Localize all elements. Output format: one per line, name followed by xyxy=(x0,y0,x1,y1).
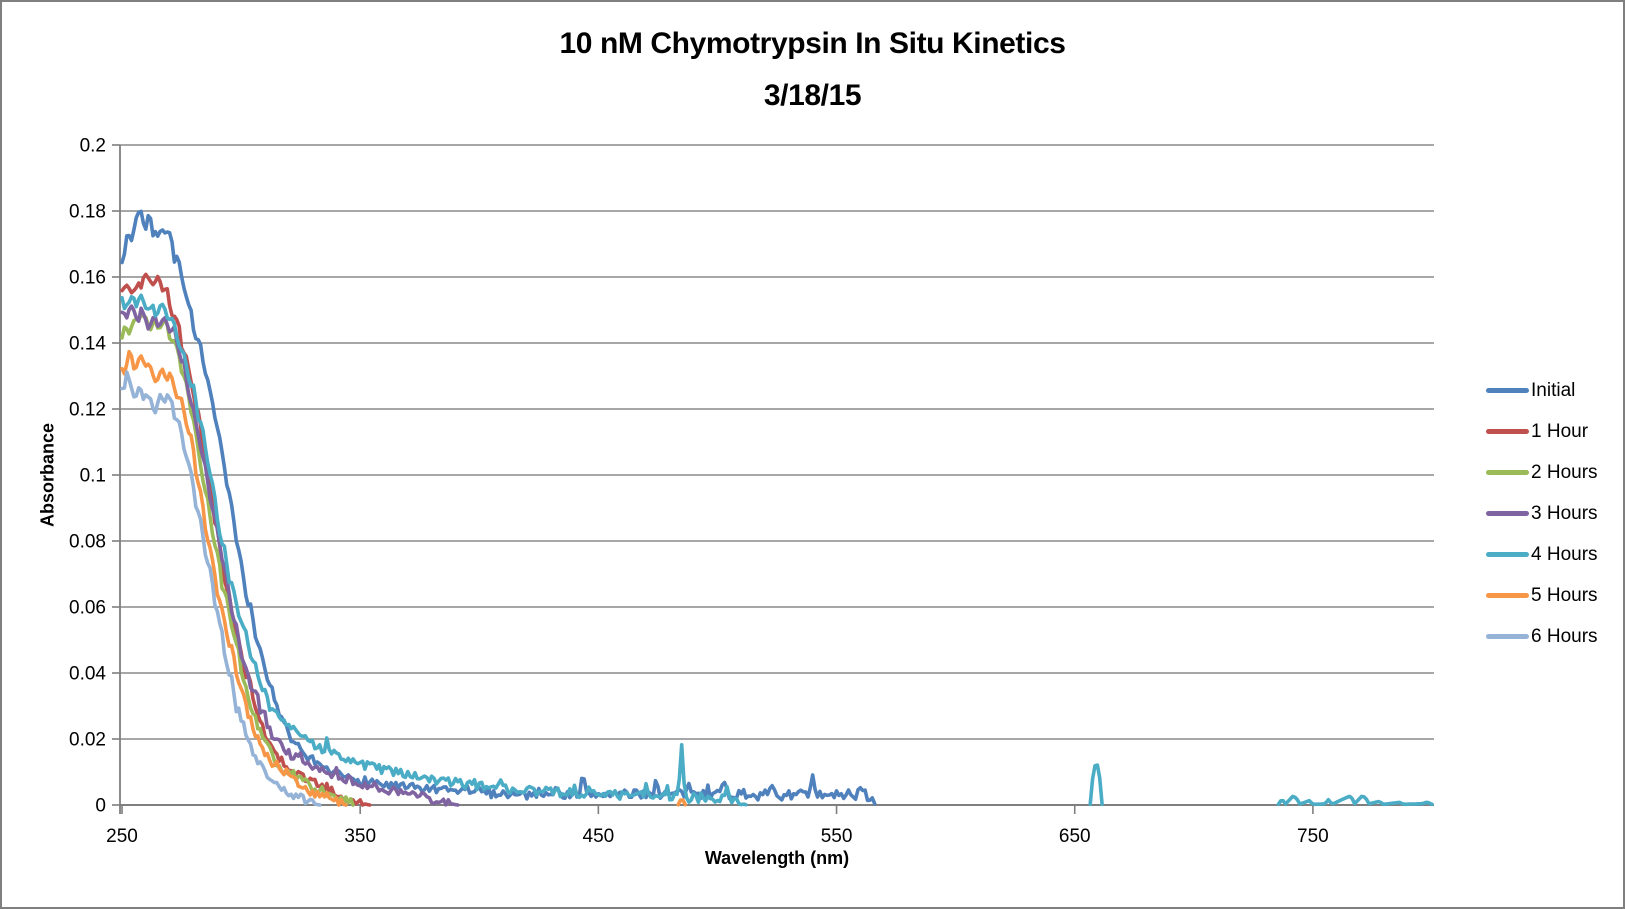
x-tick-label: 650 xyxy=(1059,826,1091,847)
y-tick-label: 0.18 xyxy=(69,202,106,223)
y-tick-label: 0.1 xyxy=(80,466,106,487)
legend-label: 1 Hour xyxy=(1531,421,1589,442)
series-line-initial xyxy=(120,209,877,806)
y-tick-label: 0.04 xyxy=(69,664,106,685)
series-line-1-hour xyxy=(120,272,372,807)
legend-item: 2 Hours xyxy=(1486,452,1598,493)
legend-label: 4 Hours xyxy=(1531,544,1598,565)
x-axis-title: Wavelength (nm) xyxy=(704,848,850,868)
legend-item: 1 Hour xyxy=(1486,411,1598,452)
legend-label: 2 Hours xyxy=(1531,462,1598,483)
legend-item: 5 Hours xyxy=(1486,575,1598,616)
series-line-5-hours xyxy=(676,798,688,807)
x-tick-label: 450 xyxy=(583,826,615,847)
legend-item: 3 Hours xyxy=(1486,493,1598,534)
x-tick-label: 550 xyxy=(821,826,853,847)
chart-title-line1: 10 nM Chymotrypsin In Situ Kinetics xyxy=(559,27,1066,60)
y-tick-label: 0.16 xyxy=(69,268,106,289)
series-line-4-hours xyxy=(1276,794,1434,807)
x-tick-label: 250 xyxy=(106,826,138,847)
legend-label: Initial xyxy=(1531,380,1576,401)
y-tick-label: 0.06 xyxy=(69,598,106,619)
legend: Initial 1 Hour 2 Hours 3 Hours 4 Hours 5 Hour… xyxy=(1486,370,1598,657)
legend-swatch xyxy=(1486,470,1529,475)
legend-label: 6 Hours xyxy=(1531,626,1598,647)
legend-swatch xyxy=(1486,552,1529,557)
legend-swatch xyxy=(1486,634,1529,639)
series-line-5-hours xyxy=(120,349,348,807)
series-line-2-hours xyxy=(120,313,355,807)
legend-swatch xyxy=(1486,388,1529,393)
legend-item: Initial xyxy=(1486,370,1598,411)
y-tick-label: 0.14 xyxy=(69,334,106,355)
legend-item: 4 Hours xyxy=(1486,534,1598,575)
y-tick-label: 0.2 xyxy=(80,136,106,157)
chart-title-line2: 3/18/15 xyxy=(763,79,862,112)
legend-item: 6 Hours xyxy=(1486,616,1598,657)
y-tick-label: 0.08 xyxy=(69,532,106,553)
legend-swatch xyxy=(1486,511,1529,516)
y-axis-title: Absorbance xyxy=(37,422,58,528)
x-tick-label: 750 xyxy=(1297,826,1329,847)
y-tick-label: 0.12 xyxy=(69,400,106,421)
legend-label: 3 Hours xyxy=(1531,503,1598,524)
legend-label: 5 Hours xyxy=(1531,585,1598,606)
chart-title: 10 nM Chymotrypsin In Situ Kinetics 3/18… xyxy=(2,18,1623,122)
x-tick-label: 350 xyxy=(344,826,376,847)
legend-swatch xyxy=(1486,593,1529,598)
series-line-6-hours xyxy=(120,370,322,807)
y-tick-label: 0 xyxy=(95,796,106,817)
series-line-4-hours xyxy=(120,293,748,807)
legend-swatch xyxy=(1486,429,1529,434)
series-line-4-hours xyxy=(1088,763,1104,807)
y-tick-label: 0.02 xyxy=(69,730,106,751)
